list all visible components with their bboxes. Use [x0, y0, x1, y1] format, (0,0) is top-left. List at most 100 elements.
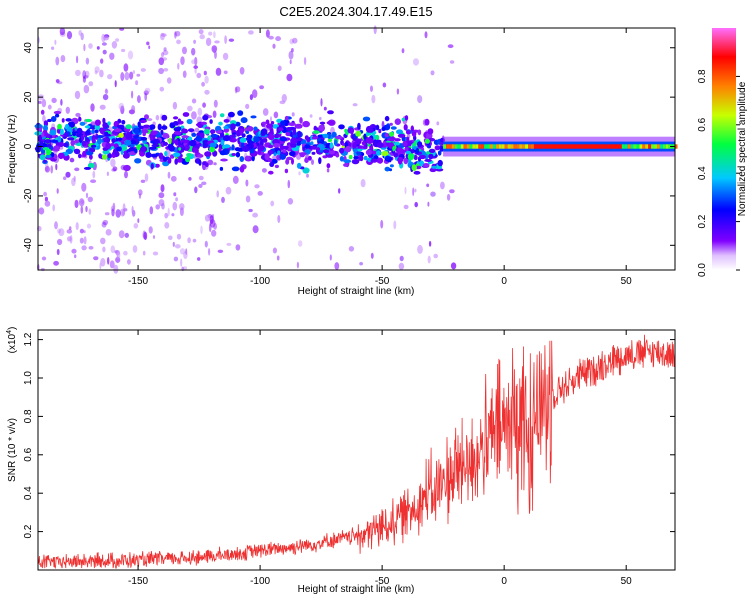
heatmap-cell [161, 125, 168, 130]
heatmap-cell [143, 231, 148, 240]
heatmap-cell [231, 144, 235, 151]
heatmap-cell [197, 107, 203, 116]
heatmap-cell [82, 70, 87, 79]
heatmap-cell [356, 145, 363, 149]
heatmap-cell [121, 146, 128, 151]
heatmap-cell [47, 104, 52, 110]
heatmap-cell [126, 259, 131, 265]
heatmap-cell [93, 256, 99, 261]
heatmap-cell [563, 144, 567, 149]
heatmap-cell [403, 124, 408, 131]
heatmap-cell [303, 57, 307, 65]
snr-multiplier-close: ) [7, 327, 18, 330]
snr-x-tick-label: 50 [621, 576, 633, 587]
heatmap-cell [85, 205, 88, 213]
heatmap-cell [98, 153, 102, 159]
heatmap-cell [216, 130, 223, 134]
snr-panel: -150 -100 -50 0 50 0.2 0.4 0.6 0.8 1.0 1.2 Height… [6, 327, 676, 595]
snr-y-tick-label: 0.8 [23, 409, 34, 423]
heatmap-cell [185, 156, 191, 163]
heatmap-cell [121, 120, 126, 125]
heatmap-cell [194, 56, 198, 66]
heatmap-cell [107, 74, 113, 80]
heatmap-cell [100, 58, 104, 64]
heatmap-cell [150, 130, 158, 136]
heatmap-cell [335, 153, 340, 158]
heatmap-cell [116, 250, 121, 259]
heatmap-cell [170, 175, 177, 182]
heatmap-cell [110, 158, 116, 168]
heatmap-cell [417, 95, 423, 104]
heatmap-cell [134, 148, 138, 154]
heatmap-cell [47, 118, 52, 123]
heatmap-cell [463, 144, 467, 149]
heatmap-cell [234, 147, 241, 152]
heatmap-cell [210, 133, 218, 138]
heatmap-cell [198, 160, 202, 166]
heatmap-cell [413, 170, 421, 175]
heatmap-cell [261, 168, 267, 173]
heatmap-cell [194, 147, 199, 154]
heatmap-cell [118, 230, 125, 239]
heatmap-cell [138, 193, 142, 199]
colorbar: 0.0 0.2 0.4 0.6 0.8 Normalized spectral ampl… [697, 28, 748, 277]
heatmap-cell [132, 245, 138, 253]
heatmap-cell [208, 31, 213, 36]
heatmap-cell [245, 103, 250, 110]
heatmap-cell [380, 219, 384, 229]
heatmap-cell [356, 152, 362, 156]
heatmap-cell [100, 237, 106, 245]
heatmap-cell [341, 142, 345, 146]
heatmap-cell [85, 137, 90, 143]
heatmap-cell [80, 134, 85, 142]
heatmap-cell [435, 168, 444, 172]
heatmap-cell [57, 123, 62, 130]
heatmap-cell [84, 130, 90, 136]
heatmap-cell [123, 63, 129, 72]
heatmap-cell [185, 248, 188, 255]
heatmap-cell [186, 118, 193, 125]
heatmap-cell [328, 149, 335, 155]
heatmap-cell [137, 218, 140, 224]
heatmap-cell [87, 162, 95, 169]
heatmap-cell [427, 128, 434, 135]
heatmap-cell [481, 144, 485, 149]
heatmap-cell [62, 176, 67, 180]
heatmap-cell [504, 144, 508, 149]
heatmap-cell [428, 240, 432, 247]
heatmap-cell [160, 33, 167, 37]
heatmap-cell [188, 177, 192, 181]
heatmap-cell [245, 130, 250, 134]
heatmap-cell [105, 229, 112, 236]
heatmap-cell [57, 135, 62, 143]
heatmap-cell [268, 158, 273, 163]
heatmap-cell [394, 138, 401, 142]
heatmap-cell [73, 175, 76, 182]
heatmap-cell [83, 230, 86, 234]
heatmap-cell [196, 72, 202, 79]
heatmap-cell [424, 31, 428, 39]
heatmap-cell [370, 158, 378, 163]
heatmap-cell [446, 193, 451, 201]
heatmap-cell [624, 144, 628, 149]
heatmap-cell [140, 136, 148, 141]
colorbar-gradient [712, 28, 736, 270]
heatmap-cell [193, 65, 198, 69]
heatmap-cell [53, 110, 62, 115]
heatmap-cell [408, 140, 412, 147]
heatmap-cell [78, 29, 82, 36]
heatmap-cell [68, 226, 72, 231]
heatmap-cell [344, 145, 352, 153]
heatmap-cell [79, 228, 84, 234]
heatmap-cell [334, 262, 340, 270]
heatmap-cell [63, 132, 68, 138]
heatmap-cell [144, 92, 148, 101]
heatmap-cell [44, 200, 51, 207]
heatmap-cell [123, 164, 131, 172]
heatmap-cell [662, 144, 666, 149]
snr-multiplier-base: (x10 [7, 333, 18, 353]
heatmap-cell [621, 144, 625, 149]
heatmap-cell [129, 71, 134, 80]
heatmap-cell [252, 89, 258, 98]
heatmap-cell [41, 132, 45, 138]
